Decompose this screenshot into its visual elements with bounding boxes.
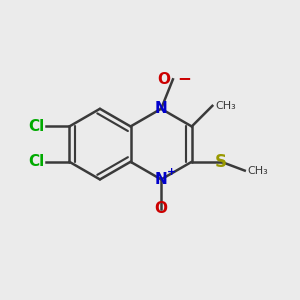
Text: O: O — [154, 201, 168, 216]
Text: Cl: Cl — [28, 154, 44, 169]
Text: N: N — [155, 101, 167, 116]
Text: +: + — [167, 167, 176, 177]
Text: CH₃: CH₃ — [215, 101, 236, 111]
Text: CH₃: CH₃ — [248, 166, 268, 176]
Text: S: S — [215, 153, 227, 171]
Text: O: O — [157, 72, 170, 87]
Text: −: − — [177, 69, 191, 87]
Text: Cl: Cl — [28, 119, 44, 134]
Text: N: N — [155, 172, 167, 187]
